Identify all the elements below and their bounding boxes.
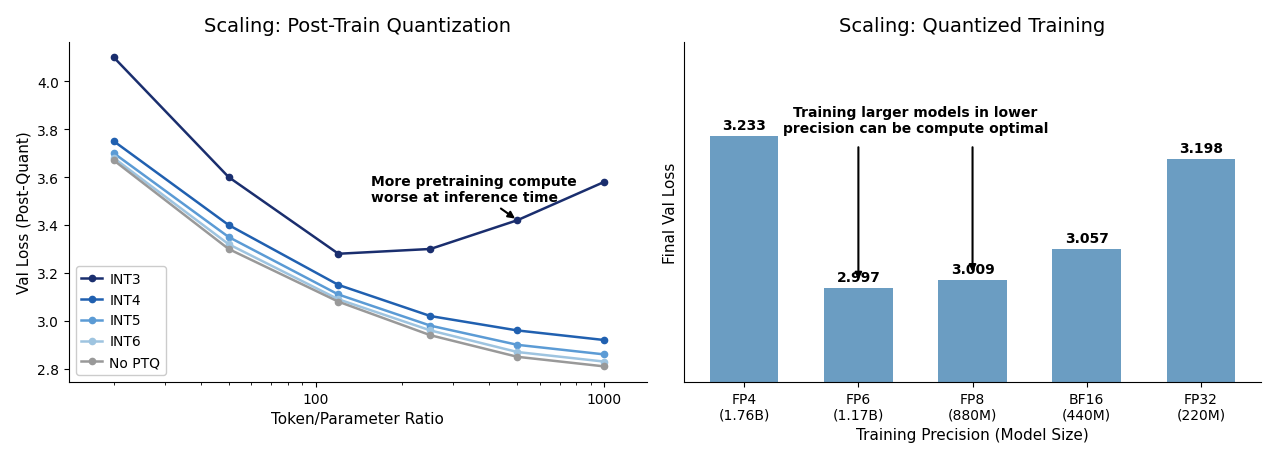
INT5 <box>597 352 612 358</box>
Y-axis label: Final Val Loss: Final Val Loss <box>663 162 679 263</box>
INT5 <box>510 342 525 348</box>
No PTQ <box>106 158 121 164</box>
INT3 <box>331 252 346 257</box>
INT6 <box>331 297 346 302</box>
X-axis label: Token/Parameter Ratio: Token/Parameter Ratio <box>271 411 445 426</box>
X-axis label: Training Precision (Model Size): Training Precision (Model Size) <box>856 427 1089 442</box>
INT6 <box>221 242 236 247</box>
INT5 <box>106 151 121 157</box>
INT4 <box>510 328 525 334</box>
INT3 <box>423 246 438 252</box>
INT6 <box>106 156 121 161</box>
Title: Scaling: Quantized Training: Scaling: Quantized Training <box>840 17 1105 36</box>
Bar <box>1053 250 1121 459</box>
INT5 <box>221 235 236 240</box>
INT4 <box>106 139 121 145</box>
Text: More pretraining compute
worse at inference time: More pretraining compute worse at infere… <box>371 174 576 218</box>
INT3 <box>597 180 612 185</box>
Line: No PTQ: No PTQ <box>111 158 607 369</box>
No PTQ <box>510 354 525 360</box>
Bar <box>938 280 1007 459</box>
Line: INT4: INT4 <box>111 139 607 343</box>
Line: INT5: INT5 <box>111 151 607 358</box>
INT3 <box>221 175 236 180</box>
INT3 <box>510 218 525 224</box>
INT6 <box>423 328 438 334</box>
Y-axis label: Val Loss (Post-Quant): Val Loss (Post-Quant) <box>17 131 32 294</box>
No PTQ <box>221 246 236 252</box>
Text: 3.198: 3.198 <box>1178 141 1223 155</box>
INT3 <box>106 56 121 61</box>
Legend: INT3, INT4, INT5, INT6, No PTQ: INT3, INT4, INT5, INT6, No PTQ <box>75 266 166 375</box>
Bar <box>824 288 892 459</box>
INT4 <box>331 283 346 288</box>
No PTQ <box>597 364 612 369</box>
Text: 2.997: 2.997 <box>837 270 881 284</box>
Text: 3.057: 3.057 <box>1065 232 1108 246</box>
Line: INT3: INT3 <box>111 55 607 257</box>
INT4 <box>221 223 236 228</box>
No PTQ <box>423 333 438 338</box>
INT6 <box>510 349 525 355</box>
INT5 <box>423 323 438 329</box>
Line: INT6: INT6 <box>111 156 607 365</box>
Text: 3.009: 3.009 <box>951 263 994 276</box>
Text: Training larger models in lower
precision can be compute optimal: Training larger models in lower precisio… <box>783 106 1048 135</box>
Bar <box>1167 159 1235 459</box>
INT6 <box>597 359 612 364</box>
Title: Scaling: Post-Train Quantization: Scaling: Post-Train Quantization <box>204 17 511 36</box>
INT4 <box>597 337 612 343</box>
INT5 <box>331 292 346 297</box>
INT4 <box>423 313 438 319</box>
Text: 3.233: 3.233 <box>722 119 767 133</box>
Bar <box>711 137 778 459</box>
No PTQ <box>331 299 346 305</box>
